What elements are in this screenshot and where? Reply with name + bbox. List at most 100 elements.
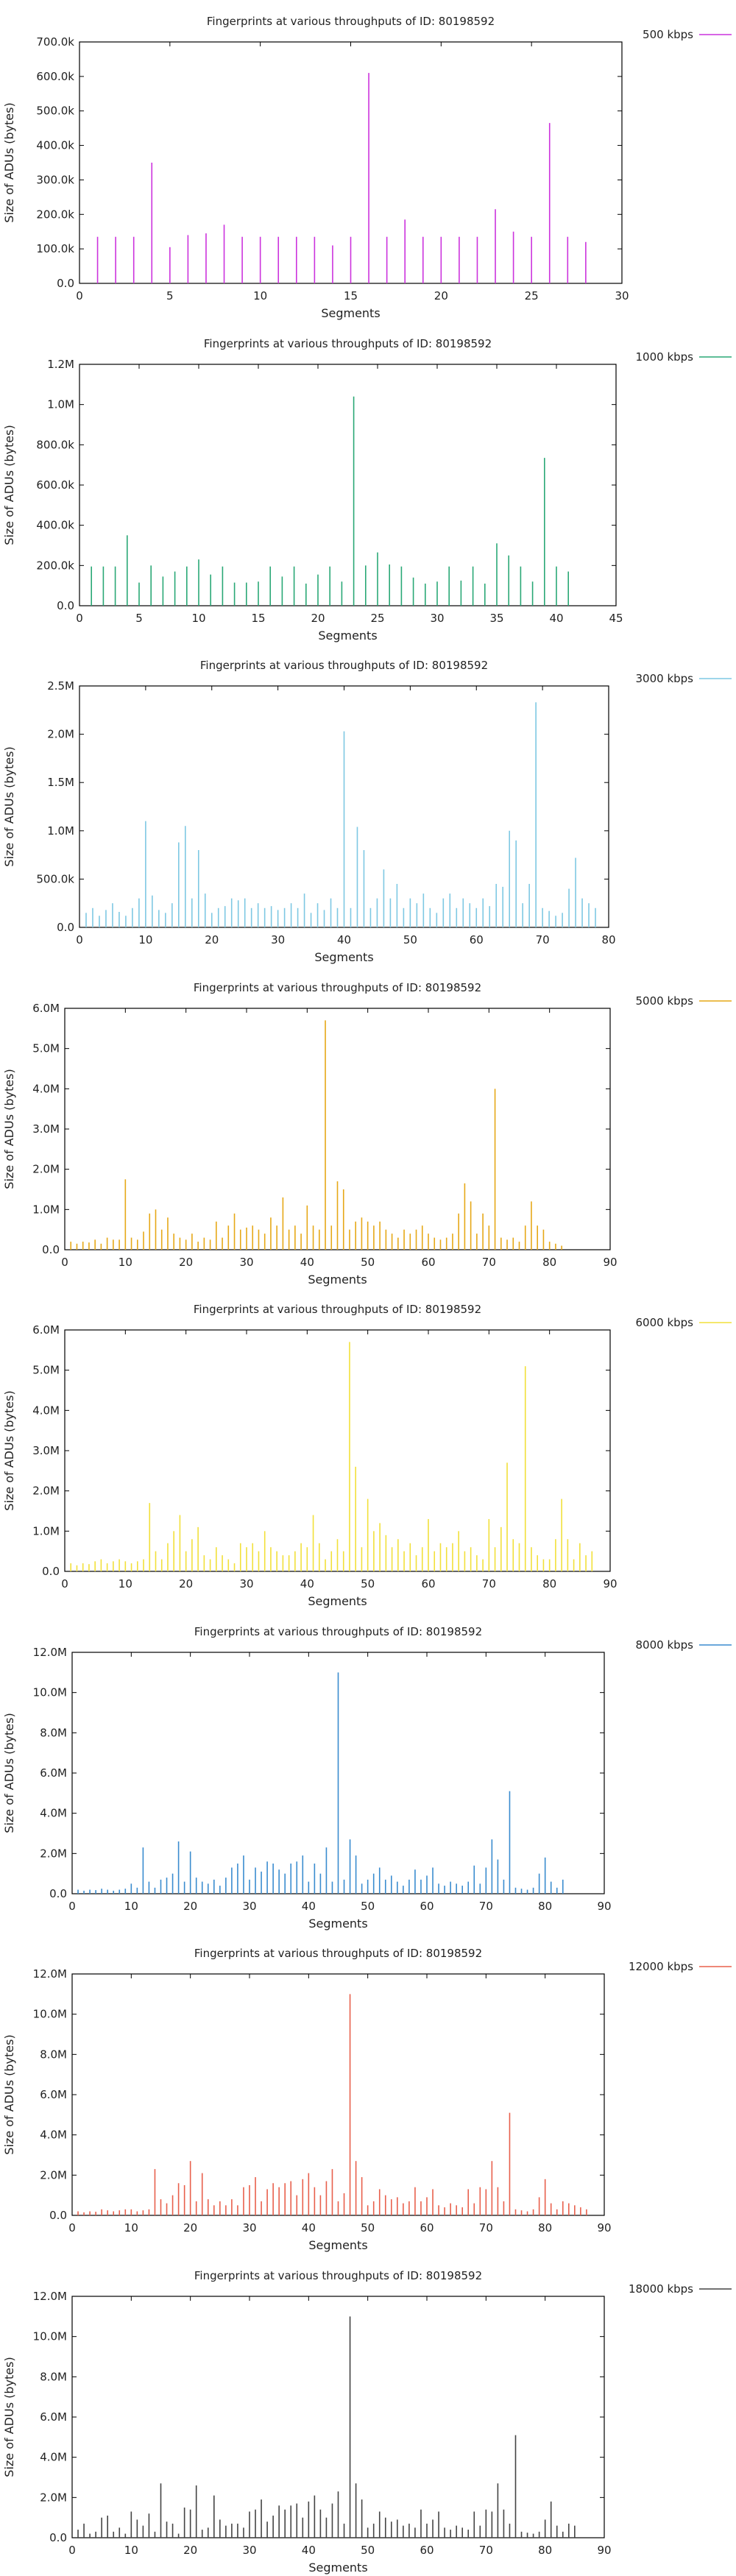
y-tick-label: 0.0	[49, 2209, 67, 2222]
x-axis-label: Segments	[321, 306, 380, 320]
x-tick-label: 20	[205, 933, 219, 946]
x-tick-label: 15	[344, 289, 358, 302]
chart-panel: Fingerprints at various throughputs of I…	[2, 2269, 732, 2575]
x-tick-label: 20	[183, 1900, 197, 1913]
y-axis-label: Size of ADUs (bytes)	[2, 102, 16, 222]
x-tick-label: 40	[302, 1900, 316, 1913]
x-tick-label: 0	[76, 289, 83, 302]
y-tick-label: 500.0k	[36, 105, 74, 118]
x-tick-label: 30	[615, 289, 629, 302]
x-tick-label: 0	[76, 933, 83, 946]
y-tick-label: 4.0M	[40, 2450, 67, 2463]
x-tick-label: 70	[479, 2221, 493, 2234]
y-tick-label: 6.0M	[40, 2410, 67, 2424]
y-tick-label: 4.0M	[40, 1806, 67, 1819]
legend-label: 12000 kbps	[629, 1960, 693, 1973]
x-tick-label: 10	[118, 1577, 132, 1590]
legend-label: 5000 kbps	[636, 994, 694, 1008]
x-tick-label: 10	[253, 289, 267, 302]
y-tick-label: 3.0M	[32, 1444, 60, 1457]
y-axis-label: Size of ADUs (bytes)	[2, 2357, 16, 2477]
y-tick-label: 2.0M	[40, 2168, 67, 2182]
y-tick-label: 1.0M	[32, 1524, 60, 1538]
y-tick-label: 12.0M	[33, 1646, 67, 1659]
x-tick-label: 70	[482, 1256, 496, 1269]
x-tick-label: 50	[403, 933, 417, 946]
x-axis-label: Segments	[318, 629, 377, 643]
x-axis-label: Segments	[308, 1594, 367, 1608]
x-tick-label: 80	[538, 2221, 552, 2234]
x-tick-label: 15	[251, 612, 265, 625]
x-tick-label: 90	[597, 2221, 611, 2234]
y-tick-label: 0.0	[42, 1565, 60, 1578]
x-tick-label: 20	[311, 612, 325, 625]
y-axis-label: Size of ADUs (bytes)	[2, 1069, 16, 1189]
x-tick-label: 40	[300, 1577, 314, 1590]
y-tick-label: 0.0	[57, 599, 74, 612]
y-tick-label: 1.2M	[47, 358, 74, 371]
x-tick-label: 90	[603, 1256, 617, 1269]
chart-title: Fingerprints at various throughputs of I…	[200, 659, 488, 672]
y-tick-label: 600.0k	[36, 478, 74, 492]
x-tick-label: 30	[271, 933, 285, 946]
x-tick-label: 60	[420, 2221, 434, 2234]
x-tick-label: 70	[482, 1577, 496, 1590]
x-tick-label: 80	[601, 933, 615, 946]
y-tick-label: 1.0M	[32, 1203, 60, 1216]
y-axis-label: Size of ADUs (bytes)	[2, 746, 16, 866]
legend-label: 6000 kbps	[636, 1316, 694, 1329]
x-axis-label: Segments	[308, 2561, 367, 2575]
y-tick-label: 12.0M	[33, 2290, 67, 2303]
y-tick-label: 400.0k	[36, 518, 74, 531]
x-tick-label: 0	[61, 1577, 68, 1590]
x-tick-label: 20	[179, 1577, 193, 1590]
y-tick-label: 800.0k	[36, 438, 74, 451]
y-tick-label: 0.0	[57, 277, 74, 290]
x-tick-label: 10	[124, 2544, 138, 2557]
x-tick-label: 80	[542, 1577, 556, 1590]
x-tick-label: 5	[135, 612, 143, 625]
y-tick-label: 700.0k	[36, 35, 74, 49]
legend-label: 18000 kbps	[629, 2282, 693, 2296]
y-tick-label: 6.0M	[32, 1323, 60, 1337]
x-tick-label: 60	[470, 933, 484, 946]
x-tick-label: 80	[542, 1256, 556, 1269]
x-axis-label: Segments	[308, 1273, 367, 1287]
x-tick-label: 30	[242, 2221, 256, 2234]
y-axis-label: Size of ADUs (bytes)	[2, 2034, 16, 2154]
y-tick-label: 400.0k	[36, 139, 74, 152]
chart-panel: Fingerprints at various throughputs of I…	[2, 981, 732, 1287]
y-tick-label: 1.0M	[47, 824, 74, 838]
legend-label: 1000 kbps	[636, 350, 694, 364]
x-tick-label: 30	[430, 612, 444, 625]
x-tick-label: 50	[361, 2221, 375, 2234]
chart-title: Fingerprints at various throughputs of I…	[207, 15, 495, 28]
y-tick-label: 4.0M	[40, 2129, 67, 2142]
x-tick-label: 10	[124, 2221, 138, 2234]
y-tick-label: 5.0M	[32, 1041, 60, 1055]
x-axis-label: Segments	[308, 2238, 367, 2252]
y-tick-label: 0.0	[49, 1887, 67, 1900]
x-tick-label: 30	[239, 1256, 253, 1269]
y-axis-label: Size of ADUs (bytes)	[2, 425, 16, 545]
y-tick-label: 12.0M	[33, 1967, 67, 1981]
x-tick-label: 5	[166, 289, 174, 302]
chart-title: Fingerprints at various throughputs of I…	[194, 1625, 482, 1638]
chart-title: Fingerprints at various throughputs of I…	[194, 981, 481, 994]
y-tick-label: 0.0	[49, 2531, 67, 2544]
y-tick-label: 6.0M	[40, 2088, 67, 2101]
x-tick-label: 60	[421, 1577, 435, 1590]
chart-title: Fingerprints at various throughputs of I…	[204, 337, 492, 350]
x-tick-label: 40	[549, 612, 563, 625]
y-tick-label: 0.0	[42, 1243, 60, 1256]
y-tick-label: 1.5M	[47, 776, 74, 789]
x-tick-label: 25	[525, 289, 539, 302]
x-tick-label: 0	[68, 1900, 76, 1913]
y-axis-label: Size of ADUs (bytes)	[2, 1713, 16, 1833]
y-axis-label: Size of ADUs (bytes)	[2, 1390, 16, 1510]
x-tick-label: 70	[479, 1900, 493, 1913]
legend-label: 8000 kbps	[636, 1638, 694, 1652]
y-tick-label: 10.0M	[33, 1685, 67, 1699]
y-tick-label: 200.0k	[36, 559, 74, 572]
y-tick-label: 10.0M	[33, 2329, 67, 2343]
